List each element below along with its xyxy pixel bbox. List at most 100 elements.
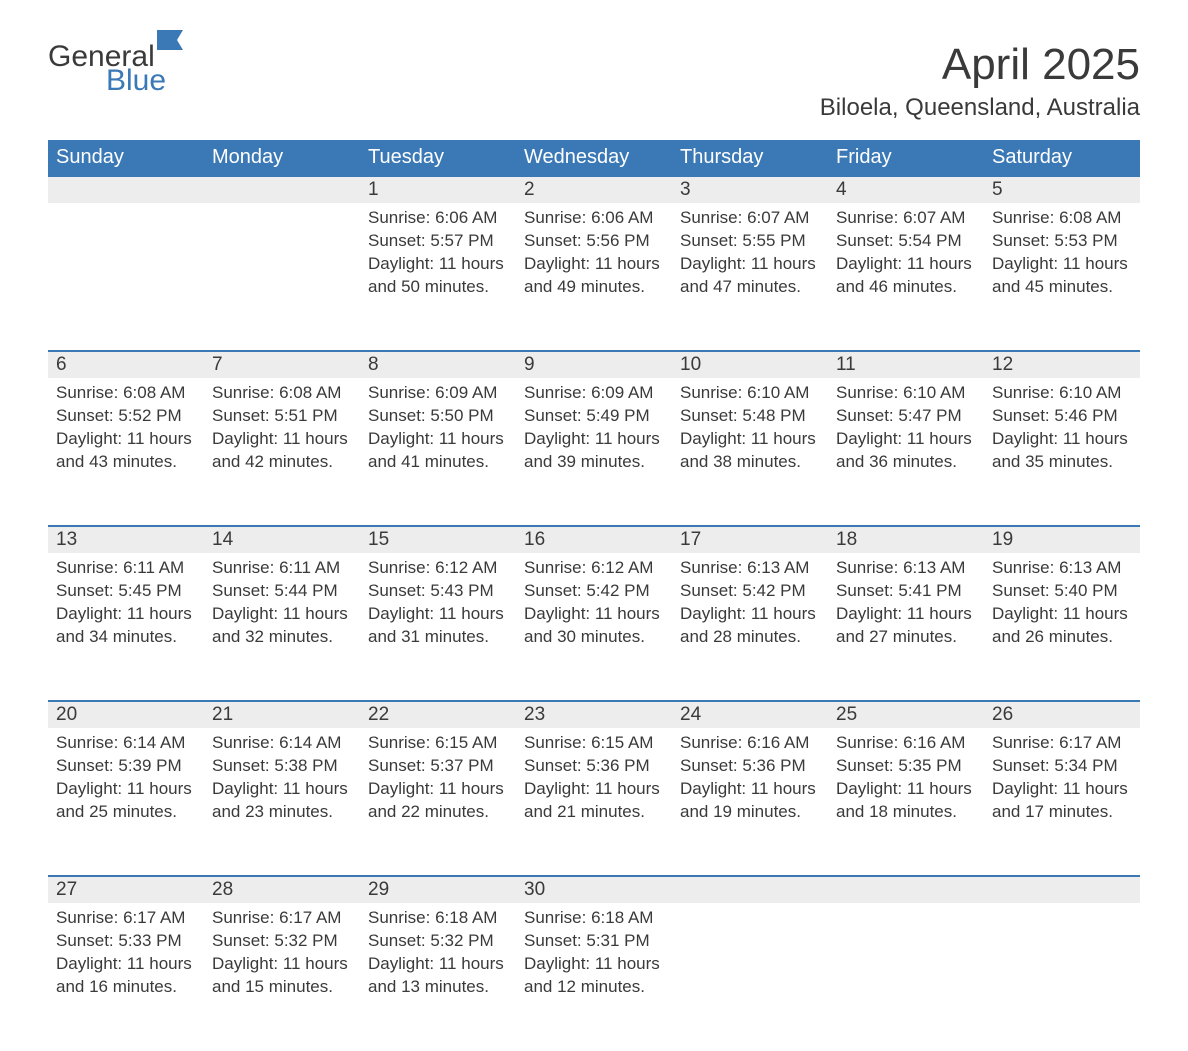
sunset-text: Sunset: 5:36 PM: [680, 755, 820, 778]
sunrise-text: Sunrise: 6:17 AM: [56, 907, 196, 930]
sunrise-text: Sunrise: 6:17 AM: [212, 907, 352, 930]
daylight-text: Daylight: 11 hours and 31 minutes.: [368, 603, 508, 649]
day-number-cell: 29: [360, 876, 516, 903]
day-content-cell: Sunrise: 6:16 AMSunset: 5:36 PMDaylight:…: [672, 728, 828, 876]
day-content-cell: Sunrise: 6:18 AMSunset: 5:32 PMDaylight:…: [360, 903, 516, 1051]
day-number: 24: [680, 704, 701, 725]
content-row: Sunrise: 6:11 AMSunset: 5:45 PM Daylight:…: [48, 553, 1140, 701]
day-number: 26: [992, 704, 1013, 725]
sunset-text: Sunset: 5:49 PM: [524, 405, 664, 428]
sunrise-text: Sunrise: 6:14 AM: [56, 732, 196, 755]
header: General Blue April 2025 Biloela, Queensl…: [48, 40, 1140, 122]
day-number-cell: 5: [984, 176, 1140, 203]
sunrise-text: Sunrise: 6:07 AM: [680, 207, 820, 230]
sunset-text: Sunset: 5:42 PM: [680, 580, 820, 603]
day-number: 17: [680, 529, 701, 550]
sunset-text: Sunset: 5:45 PM: [56, 580, 196, 603]
weekday-header: Friday: [828, 140, 984, 176]
sunset-text: Sunset: 5:47 PM: [836, 405, 976, 428]
logo: General Blue: [48, 40, 183, 98]
day-number-cell: 19: [984, 526, 1140, 553]
sunset-text: Sunset: 5:50 PM: [368, 405, 508, 428]
day-content-cell: Sunrise: 6:13 AMSunset: 5:42 PMDaylight:…: [672, 553, 828, 701]
daylight-text: Daylight: 11 hours and 22 minutes.: [368, 778, 508, 824]
day-number: 5: [992, 179, 1003, 200]
day-number: 13: [56, 529, 77, 550]
day-number-cell: 10: [672, 351, 828, 378]
daylight-text: Daylight: 11 hours and 32 minutes.: [212, 603, 352, 649]
daylight-text: Daylight: 11 hours and 42 minutes.: [212, 428, 352, 474]
sunrise-text: Sunrise: 6:15 AM: [524, 732, 664, 755]
day-content-cell: Sunrise: 6:09 AMSunset: 5:49 PMDaylight:…: [516, 378, 672, 526]
day-number: 22: [368, 704, 389, 725]
sunrise-text: Sunrise: 6:07 AM: [836, 207, 976, 230]
day-content-cell: Sunrise: 6:10 AMSunset: 5:48 PMDaylight:…: [672, 378, 828, 526]
day-number-cell: 4: [828, 176, 984, 203]
day-number-cell: 1: [360, 176, 516, 203]
weekday-header: Thursday: [672, 140, 828, 176]
sunset-text: Sunset: 5:52 PM: [56, 405, 196, 428]
sunrise-text: Sunrise: 6:10 AM: [992, 382, 1132, 405]
day-number-cell: 8: [360, 351, 516, 378]
sunset-text: Sunset: 5:39 PM: [56, 755, 196, 778]
calendar-table: Sunday Monday Tuesday Wednesday Thursday…: [48, 140, 1140, 1051]
day-content-cell: Sunrise: 6:11 AMSunset: 5:45 PMDaylight:…: [48, 553, 204, 701]
content-row: Sunrise: 6:08 AMSunset: 5:52 PMDaylight:…: [48, 378, 1140, 526]
day-number: 21: [212, 704, 233, 725]
daylight-text: Daylight: 11 hours and 45 minutes.: [992, 253, 1132, 299]
weekday-header-row: Sunday Monday Tuesday Wednesday Thursday…: [48, 140, 1140, 176]
sunset-text: Sunset: 5:34 PM: [992, 755, 1132, 778]
day-number: 18: [836, 529, 857, 550]
day-number: 8: [368, 354, 379, 375]
day-number-cell: 28: [204, 876, 360, 903]
day-number: 28: [212, 879, 233, 900]
day-number-cell: [984, 876, 1140, 903]
day-content-cell: Sunrise: 6:06 AMSunset: 5:57 PMDaylight:…: [360, 203, 516, 351]
day-number-cell: 25: [828, 701, 984, 728]
sunrise-text: Sunrise: 6:11 AM: [56, 557, 196, 580]
day-number-cell: 11: [828, 351, 984, 378]
title-block: April 2025 Biloela, Queensland, Australi…: [820, 40, 1140, 122]
daylight-text: Daylight: 11 hours and 35 minutes.: [992, 428, 1132, 474]
day-number-cell: 27: [48, 876, 204, 903]
sunrise-text: Sunrise: 6:08 AM: [212, 382, 352, 405]
day-number: 10: [680, 354, 701, 375]
content-row: Sunrise: 6:17 AMSunset: 5:33 PMDaylight:…: [48, 903, 1140, 1051]
day-number: 3: [680, 179, 691, 200]
daylight-text: Daylight: 11 hours and 36 minutes.: [836, 428, 976, 474]
sunrise-text: Sunrise: 6:15 AM: [368, 732, 508, 755]
daylight-text: Daylight: 11 hours and 50 minutes.: [368, 253, 508, 299]
day-number-cell: 30: [516, 876, 672, 903]
day-content-cell: [204, 203, 360, 351]
day-number-cell: [828, 876, 984, 903]
sunset-text: Sunset: 5:37 PM: [368, 755, 508, 778]
day-number: 7: [212, 354, 223, 375]
daylight-text: Daylight: 11 hours and 16 minutes.: [56, 953, 196, 999]
day-number-cell: 20: [48, 701, 204, 728]
day-content-cell: Sunrise: 6:14 AMSunset: 5:38 PMDaylight:…: [204, 728, 360, 876]
daynum-row: 27 28 2930: [48, 876, 1140, 903]
weekday-header: Wednesday: [516, 140, 672, 176]
sunset-text: Sunset: 5:31 PM: [524, 930, 664, 953]
day-number-cell: 16: [516, 526, 672, 553]
sunrise-text: Sunrise: 6:09 AM: [524, 382, 664, 405]
sunset-text: Sunset: 5:53 PM: [992, 230, 1132, 253]
sunset-text: Sunset: 5:56 PM: [524, 230, 664, 253]
sunrise-text: Sunrise: 6:06 AM: [524, 207, 664, 230]
day-number-cell: 26: [984, 701, 1140, 728]
content-row: Sunrise: 6:14 AMSunset: 5:39 PM Daylight:…: [48, 728, 1140, 876]
daylight-text: Daylight: 11 hours and 43 minutes.: [56, 428, 196, 474]
sunrise-text: Sunrise: 6:08 AM: [992, 207, 1132, 230]
sunrise-text: Sunrise: 6:10 AM: [836, 382, 976, 405]
day-number: 14: [212, 529, 233, 550]
day-number: 9: [524, 354, 535, 375]
day-content-cell: [672, 903, 828, 1051]
day-number-cell: 23: [516, 701, 672, 728]
day-number-cell: 22: [360, 701, 516, 728]
weekday-header: Tuesday: [360, 140, 516, 176]
sunset-text: Sunset: 5:43 PM: [368, 580, 508, 603]
daylight-text: Daylight: 11 hours and 17 minutes.: [992, 778, 1132, 824]
daylight-text: Daylight: 11 hours and 46 minutes.: [836, 253, 976, 299]
sunset-text: Sunset: 5:35 PM: [836, 755, 976, 778]
day-number: 15: [368, 529, 389, 550]
